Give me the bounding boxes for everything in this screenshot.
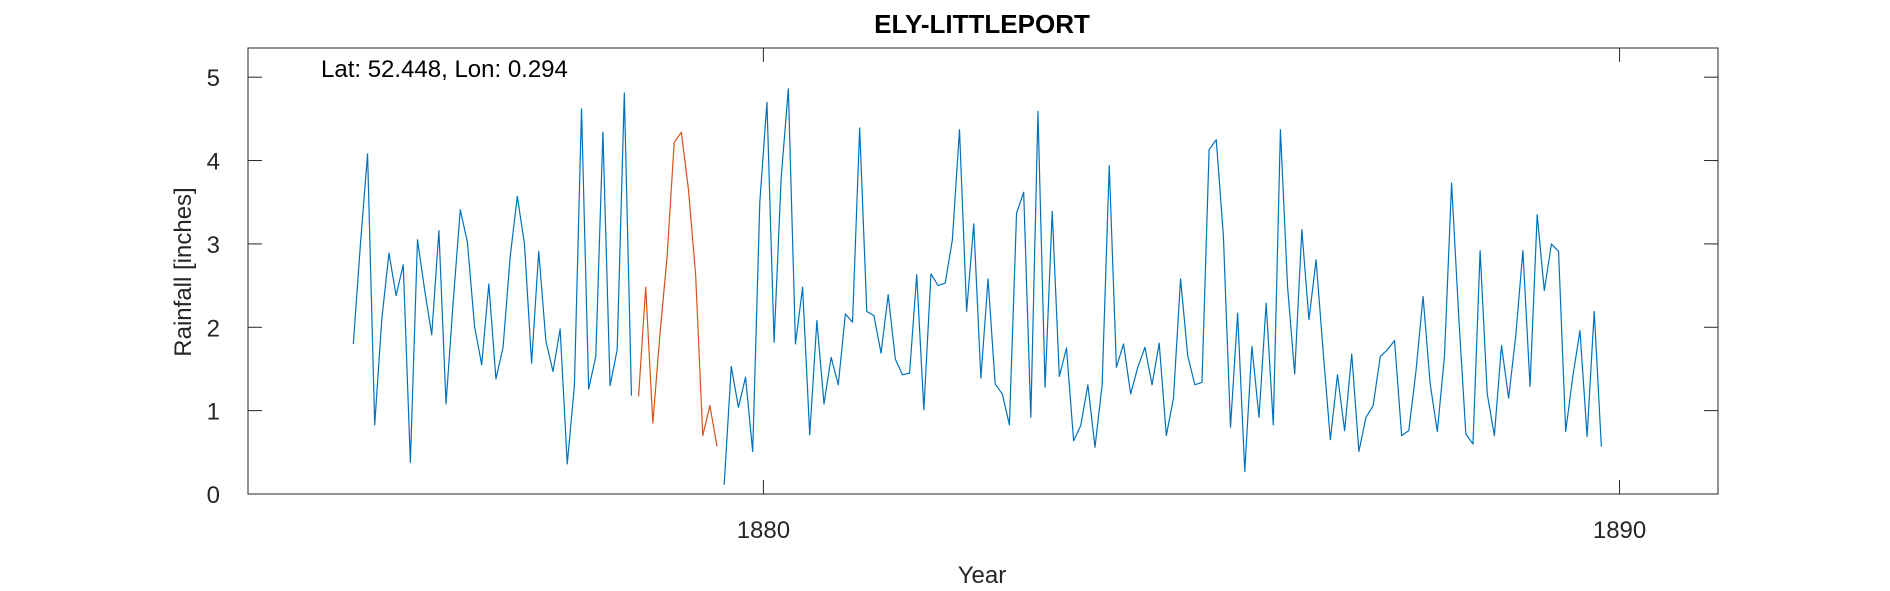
series-line-1 (352, 88, 1602, 485)
y-tick-label: 0 (207, 482, 220, 509)
y-tick-label: 2 (207, 315, 220, 342)
plot-box (247, 47, 1719, 495)
y-tick-label: 5 (207, 65, 220, 92)
x-tick-label: 1890 (1593, 517, 1646, 544)
x-axis-label: Year (958, 562, 1007, 589)
series-line-2 (637, 131, 718, 447)
chart-title: ELY-LITTLEPORT (874, 9, 1090, 39)
series-layer (352, 88, 1602, 485)
location-annotation: Lat: 52.448, Lon: 0.294 (321, 56, 568, 83)
y-tick-label: 1 (207, 399, 220, 426)
y-tick-label: 3 (207, 232, 220, 259)
y-axis-label: Rainfall [inches] (170, 187, 197, 356)
y-tick-label: 4 (207, 149, 220, 176)
x-tick-label: 1880 (737, 517, 790, 544)
axes: 0 1 2 3 4 5 1880 1890 (207, 47, 1719, 544)
